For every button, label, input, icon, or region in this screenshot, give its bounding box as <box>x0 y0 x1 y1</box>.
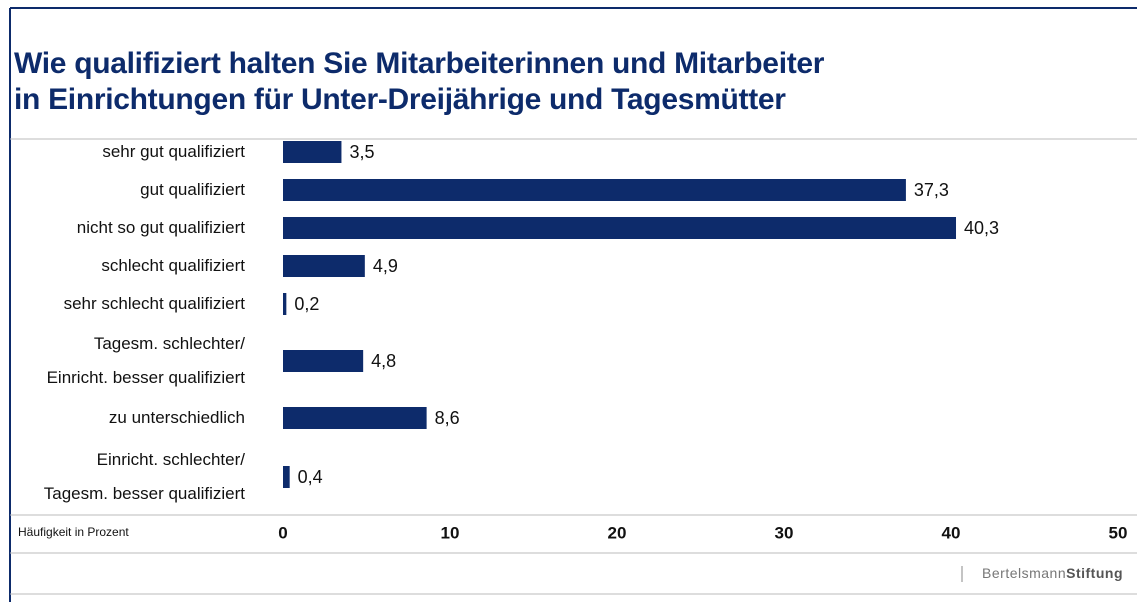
bar <box>283 407 427 429</box>
category-label: nicht so gut qualifiziert <box>76 218 245 237</box>
x-tick-label: 20 <box>608 523 627 542</box>
value-label: 0,2 <box>294 294 319 314</box>
value-label: 3,5 <box>349 142 374 162</box>
x-tick-label: 30 <box>775 523 794 542</box>
value-label: 0,4 <box>298 467 323 487</box>
bar <box>283 255 365 277</box>
chart-title: Wie qualifiziert halten Sie Mitarbeiteri… <box>14 47 825 116</box>
x-tick-label: 40 <box>942 523 961 542</box>
bar <box>283 466 290 488</box>
category-label: Tagesm. schlechter/ Einricht. besser qua… <box>46 334 245 387</box>
bar <box>283 141 342 163</box>
value-label: 4,9 <box>373 256 398 276</box>
axis-label: Häufigkeit in Prozent <box>18 525 129 539</box>
bar <box>283 293 287 315</box>
category-label: sehr schlecht qualifiziert <box>63 294 245 313</box>
x-tick-label: 10 <box>441 523 460 542</box>
source-suffix: Stiftung <box>1066 565 1123 581</box>
category-label: gut qualifiziert <box>140 180 245 199</box>
value-label: 8,6 <box>435 408 460 428</box>
bar <box>283 350 364 372</box>
source-name: Bertelsmann <box>982 565 1067 581</box>
bar <box>283 179 906 201</box>
category-label: sehr gut qualifiziert <box>102 142 245 161</box>
source: BertelsmannStiftung <box>982 565 1123 581</box>
category-label: schlecht qualifiziert <box>101 256 245 275</box>
value-label: 4,8 <box>371 351 396 371</box>
x-tick-label: 50 <box>1109 523 1128 542</box>
value-label: 37,3 <box>914 180 949 200</box>
bar <box>283 217 957 239</box>
category-label: Einricht. schlechter/ Tagesm. besser qua… <box>43 450 245 503</box>
x-tick-label: 0 <box>278 523 287 542</box>
category-label: zu unterschiedlich <box>108 408 245 427</box>
value-label: 40,3 <box>964 218 999 238</box>
